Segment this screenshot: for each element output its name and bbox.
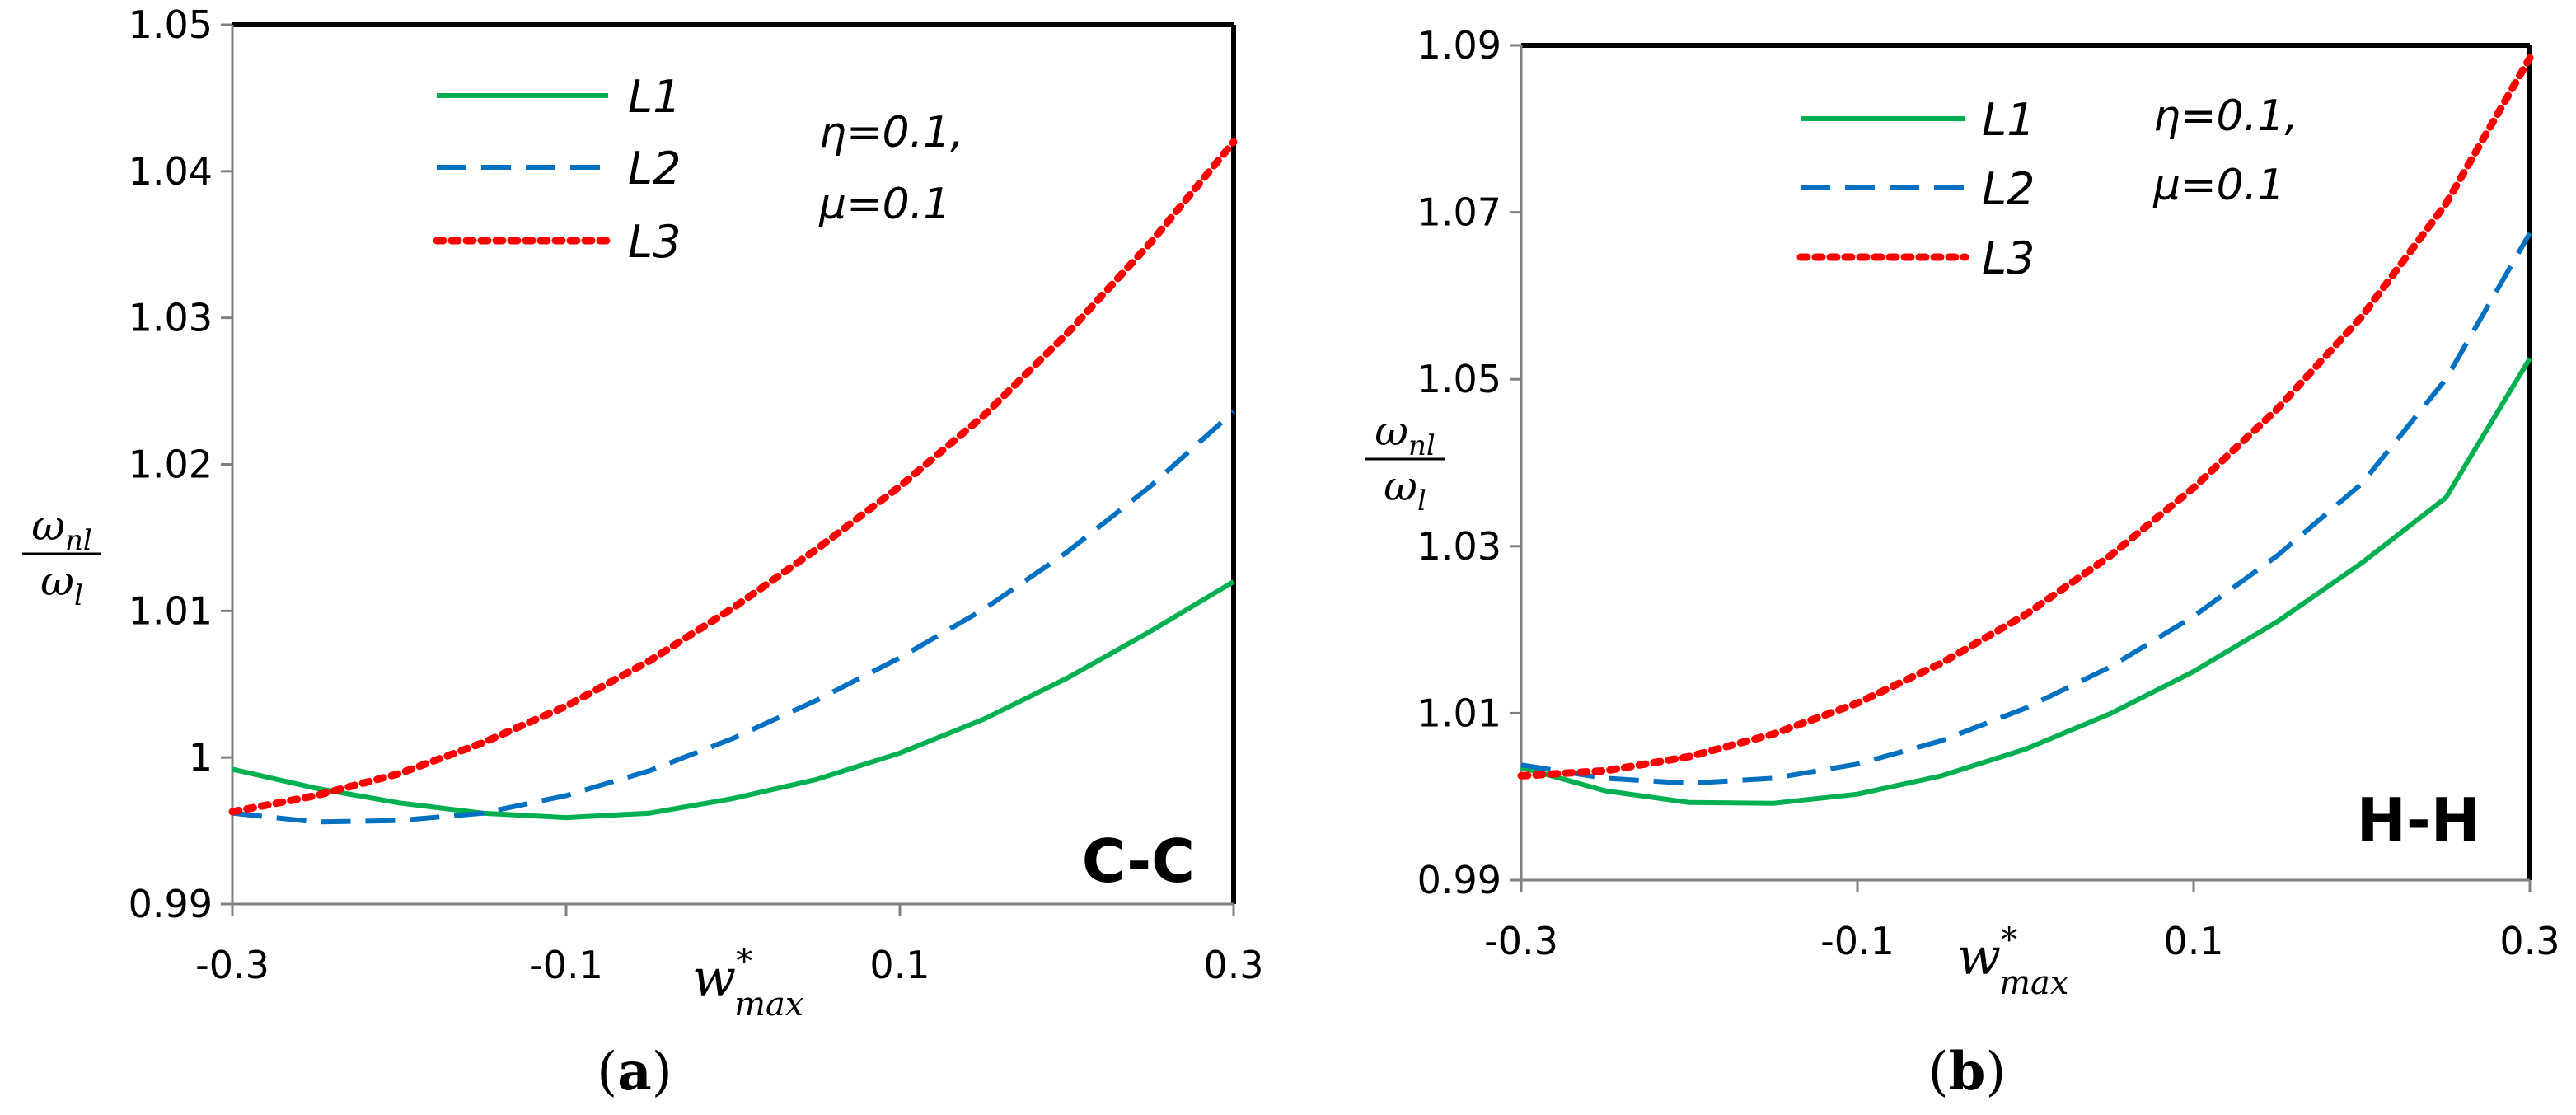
annotation-eta: η=0.1, — [819, 108, 964, 157]
x-axis-label-base: w — [692, 948, 736, 1008]
y-tick-label: 1.03 — [129, 296, 213, 340]
chart-panel-a: 0.99 1 1.01 1.02 1.03 1.04 1.05 -0.3 -0.1 0.1 0.3 L… — [22, 2, 1264, 1103]
y-axis-label-numerator: ωnl — [31, 502, 92, 557]
y-tick-label: 1.01 — [1417, 691, 1501, 735]
series-line-l1 — [232, 579, 1235, 821]
boundary-condition-label: C-C — [1082, 827, 1195, 896]
x-tick-label: 0.3 — [2499, 919, 2560, 963]
x-tick-label: -0.3 — [1484, 919, 1558, 963]
y-axis-label-den-base: ω — [1384, 462, 1417, 510]
x-axis-label-sup: * — [2001, 921, 2017, 959]
x-axis-label-sub: max — [1999, 964, 2068, 1002]
x-tick-label: -0.1 — [1820, 919, 1895, 963]
y-axis-label-num-sub: nl — [1408, 429, 1436, 462]
subfigure-paren-open: ( — [597, 1042, 617, 1103]
subfigure-paren-close: ) — [1985, 1042, 2006, 1103]
y-tick-label: 1.04 — [129, 149, 213, 194]
chart-panel-b: 0.99 1.01 1.03 1.05 1.07 1.09 -0.3 -0.1 0.1 0.3 L1… — [1365, 23, 2560, 1103]
y-axis-label-num-base: ω — [31, 502, 65, 550]
y-tick-label: 0.99 — [1417, 858, 1501, 902]
legend-label-l2: L2 — [628, 143, 681, 194]
y-axis-label-num-base: ω — [1375, 407, 1408, 455]
y-tick-label: 1.09 — [1417, 23, 1501, 68]
legend-label-l3: L3 — [1982, 232, 2035, 284]
x-axis-label-sub: max — [734, 986, 803, 1024]
y-tick-label: 1 — [189, 735, 213, 780]
subfigure-paren-close: ) — [652, 1042, 672, 1103]
x-tick-label: 0.1 — [2163, 919, 2223, 963]
x-tick-label: -0.1 — [529, 943, 603, 987]
y-axis-label-numerator: ωnl — [1375, 407, 1436, 462]
series-line-l3 — [228, 138, 1238, 816]
x-axis-label: w* max — [692, 943, 803, 1024]
y-tick-label: 1.05 — [129, 2, 213, 47]
x-axis-label-sup: * — [736, 943, 752, 981]
x-tick-label: -0.3 — [195, 943, 269, 987]
y-tick-label: 0.99 — [129, 882, 213, 926]
legend-label-l1: L1 — [1982, 94, 2035, 146]
annotation-eta: η=0.1, — [2153, 91, 2298, 141]
boundary-condition-label: H-H — [2357, 785, 2480, 855]
y-axis-label-den-sub: l — [1417, 485, 1426, 518]
legend-label-l1: L1 — [628, 71, 681, 123]
series-line-l2 — [232, 410, 1236, 825]
y-axis-label-den-sub: l — [74, 579, 83, 612]
annotation-mu: μ=0.1 — [2152, 161, 2284, 210]
y-axis-label-denominator: ωl — [1384, 462, 1426, 518]
y-axis-label-denominator: ωl — [40, 557, 83, 612]
y-tick-label: 1.05 — [1417, 357, 1501, 401]
series-line-l2 — [1520, 232, 2532, 786]
y-axis-label-den-base: ω — [40, 557, 74, 605]
y-tick-label: 1.01 — [129, 588, 213, 633]
y-axis-label-num-sub: nl — [65, 524, 92, 557]
y-tick-label: 1.07 — [1417, 190, 1501, 235]
x-axis-label-base: w — [1957, 926, 2001, 986]
series-line-l3 — [1517, 54, 2534, 780]
subfigure-letter: b — [1949, 1041, 1986, 1103]
subfigure-letter: a — [617, 1041, 651, 1103]
x-axis-label: w* max — [1957, 921, 2068, 1002]
annotation-mu: μ=0.1 — [818, 180, 950, 229]
x-tick-label: 0.1 — [869, 943, 930, 987]
x-tick-label: 0.3 — [1203, 943, 1263, 987]
legend-label-l2: L2 — [1982, 163, 2035, 215]
y-tick-label: 1.03 — [1417, 524, 1501, 569]
subfigure-label: (a) — [597, 1041, 672, 1103]
subfigure-label: (b) — [1928, 1041, 2007, 1103]
series-line-l1 — [1520, 357, 2532, 806]
subfigure-paren-open: ( — [1928, 1042, 1949, 1103]
y-tick-label: 1.02 — [129, 443, 213, 487]
legend-label-l3: L3 — [628, 216, 681, 268]
